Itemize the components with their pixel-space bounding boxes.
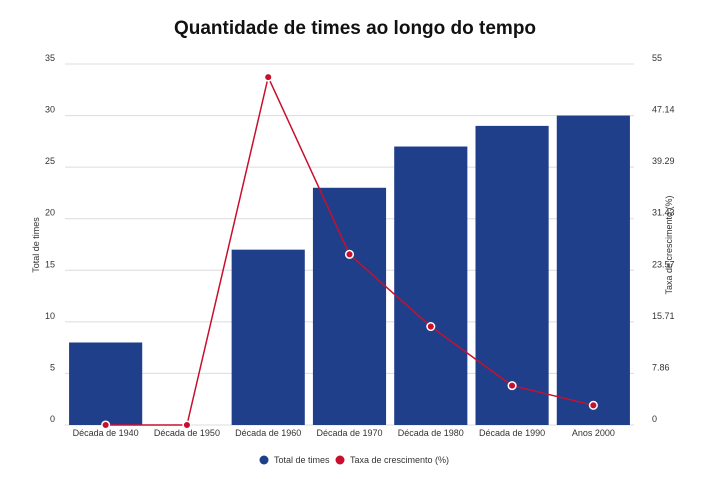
line-point[interactable] [588,400,598,410]
left-tick-label: 15 [45,259,55,269]
right-tick-label: 23.57 [652,259,675,269]
x-tick-label: Década de 1970 [316,428,382,438]
legend[interactable]: Total de times Taxa de crescimento (%) [259,455,450,465]
left-tick-label: 30 [45,105,55,115]
legend-label: Taxa de crescimento (%) [350,455,449,465]
line-point[interactable] [182,420,192,430]
right-tick-label: 31.43 [652,208,675,218]
x-tick-label: Década de 1950 [154,428,220,438]
bar[interactable] [231,249,305,425]
x-axis-ticks: Década de 1940 Década de 1950 Década de 19… [73,428,615,438]
right-axis-ticks: 0 7.86 15.71 23.57 31.43 39.29 47.14 55 [652,53,675,424]
x-tick-label: Década de 1990 [479,428,545,438]
line-point[interactable] [101,420,111,430]
legend-marker [335,455,345,465]
left-axis-ticks: 0 5 10 15 20 25 30 35 [45,53,55,424]
x-tick-label: Década de 1960 [235,428,301,438]
line-point[interactable] [344,249,355,259]
line-point[interactable] [507,381,517,391]
right-tick-label: 55 [652,53,662,63]
bar[interactable] [394,146,468,425]
bar[interactable] [312,187,387,425]
right-tick-label: 39.29 [652,156,675,166]
x-tick-label: Década de 1980 [398,428,464,438]
legend-label: Total de times [274,455,330,465]
line-point[interactable] [426,321,436,332]
left-tick-label: 0 [50,414,55,424]
bar[interactable] [556,115,630,426]
right-tick-label: 0 [652,414,657,424]
bar[interactable] [69,342,143,425]
line-point[interactable] [263,72,273,82]
right-tick-label: 47.14 [652,105,675,115]
bar-series [69,115,630,426]
left-tick-label: 10 [45,311,55,321]
legend-item[interactable]: Taxa de crescimento (%) [335,455,450,465]
right-tick-label: 15.71 [652,311,675,321]
left-axis-label: Total de times [31,217,41,273]
left-tick-label: 35 [45,53,55,63]
left-tick-label: 5 [50,362,55,372]
line-series [101,72,598,430]
chart-title: Quantidade de times ao longo do tempo [174,18,536,39]
right-tick-label: 7.86 [652,362,670,372]
x-tick-label: Anos 2000 [572,428,615,438]
right-axis-label: Taxa de crescimento (%) [664,195,674,294]
legend-marker [259,455,269,465]
x-tick-label: Década de 1940 [73,428,139,438]
bar[interactable] [475,125,549,425]
left-tick-label: 25 [45,156,55,166]
left-tick-label: 20 [45,208,55,218]
legend-item[interactable]: Total de times [259,455,331,465]
